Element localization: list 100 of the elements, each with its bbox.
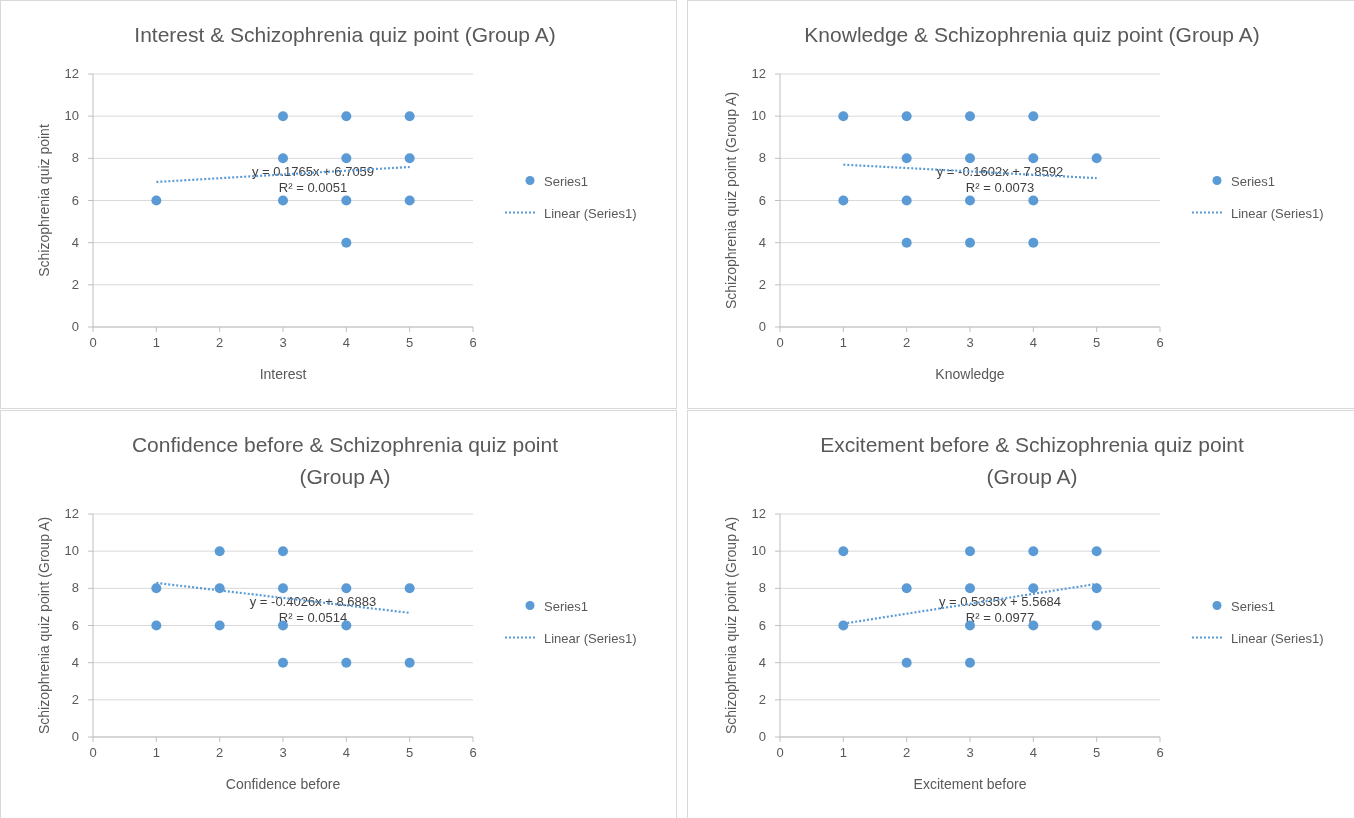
annotation: R² = 0.0073 xyxy=(965,180,1035,196)
legend-label: Series1 xyxy=(1231,598,1276,614)
point xyxy=(901,195,912,206)
y-axis-title: Schizophrenia quiz point (Group A) xyxy=(723,516,739,735)
y-tick-label: 0 xyxy=(71,729,79,744)
point xyxy=(901,111,912,122)
point xyxy=(404,195,415,206)
y-tick-label: 2 xyxy=(758,691,766,707)
x-tick-label: 3 xyxy=(966,335,974,350)
point xyxy=(278,153,288,164)
point xyxy=(965,583,975,594)
point xyxy=(404,153,415,164)
x-tick-label: 1 xyxy=(152,745,160,760)
point xyxy=(341,583,352,594)
point xyxy=(1028,195,1039,206)
chart-title: Excitement before & Schizophrenia quiz point (Group A) xyxy=(820,433,1245,488)
x-tick-label: 5 xyxy=(1093,745,1101,760)
point xyxy=(1028,153,1039,164)
point xyxy=(1028,111,1039,122)
point xyxy=(151,195,162,206)
y-tick-label: 12 xyxy=(751,66,766,81)
point xyxy=(1028,237,1039,248)
x-tick-label: 5 xyxy=(406,745,414,760)
y-tick-label: 0 xyxy=(758,319,766,334)
x-tick-label: 4 xyxy=(1029,745,1037,760)
x-tick-label: 2 xyxy=(216,335,224,350)
point xyxy=(838,546,849,557)
y-tick-label: 12 xyxy=(64,66,79,81)
point xyxy=(965,195,975,206)
y-tick-label: 4 xyxy=(758,654,766,670)
point xyxy=(214,546,225,557)
y-tick-label: 0 xyxy=(71,319,79,334)
y-tick-label: 8 xyxy=(71,150,79,166)
x-tick-label: 1 xyxy=(152,335,160,350)
y-tick-label: 10 xyxy=(64,543,79,559)
y-tick-label: 12 xyxy=(751,506,766,521)
legend-label: Linear (Series1) xyxy=(1231,205,1324,221)
point xyxy=(1091,546,1102,557)
point xyxy=(901,657,912,668)
point xyxy=(341,657,352,668)
point xyxy=(838,111,849,122)
x-tick-label: 3 xyxy=(279,335,287,350)
chart-title: Knowledge & Schizophrenia quiz point (Group A) xyxy=(804,23,1260,46)
point xyxy=(404,583,415,594)
y-tick-label: 8 xyxy=(758,580,766,596)
y-tick-label: 4 xyxy=(71,654,79,670)
chart-title: Interest & Schizophrenia quiz point (Group A) xyxy=(134,23,556,46)
point xyxy=(965,153,975,164)
x-tick-label: 0 xyxy=(89,335,97,350)
x-tick-label: 1 xyxy=(839,335,847,350)
y-tick-label: 6 xyxy=(71,192,79,208)
x-tick-label: 2 xyxy=(903,335,911,350)
point xyxy=(278,583,288,594)
point xyxy=(965,657,975,668)
point xyxy=(341,153,352,164)
x-tick-label: 4 xyxy=(1029,335,1037,350)
point xyxy=(1091,153,1102,164)
chart-title: Confidence before & Schizophrenia quiz point (Group A) xyxy=(131,433,559,488)
point xyxy=(1028,620,1039,631)
point xyxy=(404,111,415,122)
y-tick-label: 4 xyxy=(71,234,79,250)
y-tick-label: 2 xyxy=(71,691,79,707)
point xyxy=(404,657,415,668)
point xyxy=(965,546,975,557)
point xyxy=(965,237,975,248)
point xyxy=(901,237,912,248)
point xyxy=(341,195,352,206)
annotation: y = -0.4026x + 8.6883 xyxy=(249,594,377,610)
y-tick-label: 8 xyxy=(758,150,766,166)
point xyxy=(965,111,975,122)
x-tick-label: 4 xyxy=(342,335,350,350)
x-axis-title: Confidence before xyxy=(225,776,341,792)
x-tick-label: 2 xyxy=(903,745,911,760)
legend-label: Series1 xyxy=(544,173,589,189)
legend-label: Series1 xyxy=(544,598,589,614)
point xyxy=(901,583,912,594)
x-tick-label: 1 xyxy=(839,745,847,760)
point xyxy=(341,620,352,631)
x-axis-title: Knowledge xyxy=(935,366,1005,382)
point xyxy=(1028,546,1039,557)
x-tick-label: 4 xyxy=(342,745,350,760)
x-axis-title: Interest xyxy=(259,366,307,382)
x-tick-label: 6 xyxy=(1156,335,1164,350)
x-axis-title: Excitement before xyxy=(913,776,1027,792)
y-tick-label: 2 xyxy=(71,276,79,292)
point xyxy=(1091,583,1102,594)
y-axis-title: Schizophrenia quiz point (Group A) xyxy=(723,91,739,310)
y-tick-label: 8 xyxy=(71,580,79,596)
point xyxy=(1091,620,1102,631)
x-tick-label: 5 xyxy=(406,335,414,350)
y-axis-title: Schizophrenia quiz point (Group A) xyxy=(36,516,52,735)
x-tick-label: 3 xyxy=(279,745,287,760)
legend-label: Linear (Series1) xyxy=(544,205,637,221)
y-tick-label: 6 xyxy=(71,617,79,633)
legend-label: Linear (Series1) xyxy=(544,630,637,646)
annotation: R² = 0.0977 xyxy=(965,610,1035,626)
point xyxy=(838,195,849,206)
point xyxy=(278,195,288,206)
x-tick-label: 3 xyxy=(966,745,974,760)
x-tick-label: 0 xyxy=(776,745,784,760)
